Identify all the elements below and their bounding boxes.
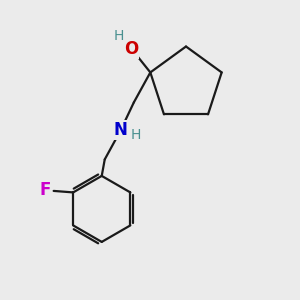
Text: O: O [124, 40, 138, 58]
Text: N: N [114, 121, 128, 139]
Text: H: H [114, 28, 124, 43]
Text: F: F [40, 181, 51, 199]
Text: H: H [130, 128, 140, 142]
